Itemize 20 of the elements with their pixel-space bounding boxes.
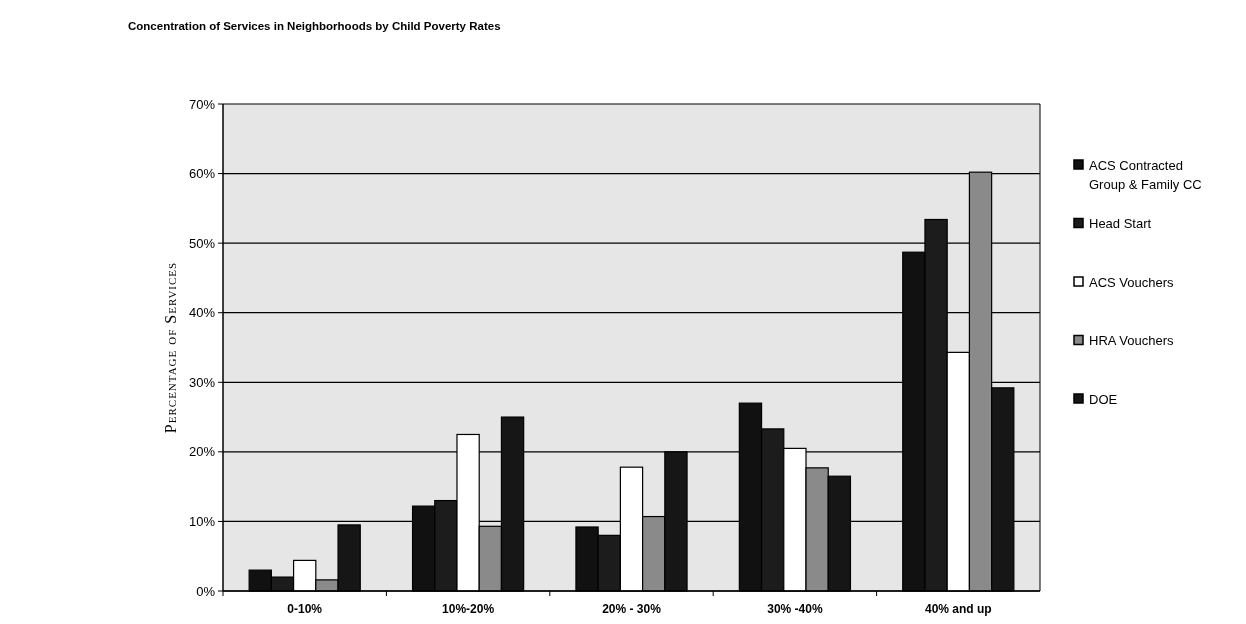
- x-tick-label: 30% -40%: [767, 602, 823, 616]
- y-tick-label: 0%: [196, 583, 216, 599]
- y-tick-label: 70%: [188, 96, 216, 112]
- y-tick-label: 10%: [188, 513, 216, 529]
- legend-label: DOE: [1089, 391, 1118, 407]
- legend-label: ACS Contracted Group & Family CC: [1089, 157, 1202, 192]
- y-tick-label: 40%: [188, 305, 216, 321]
- x-tick-label: 40% and up: [924, 602, 992, 616]
- x-tick-label: 0-10%: [287, 602, 323, 616]
- y-tick-label: 20%: [188, 444, 216, 460]
- legend-label: Head Start: [1089, 216, 1152, 232]
- legend-label: HRA Vouchers: [1089, 333, 1175, 349]
- chart-title: Concentration of Services in Neighborhoods by Child Poverty Rates: [128, 20, 501, 32]
- x-tick-label: 20% - 30%: [602, 602, 662, 616]
- y-tick-label: 30%: [188, 374, 216, 390]
- y-tick-label: 50%: [188, 235, 216, 251]
- x-tick-label: 10%-20%: [442, 602, 495, 616]
- legend-label: ACS Vouchers: [1089, 274, 1175, 290]
- y-axis-title: Percentage of Services: [162, 261, 179, 434]
- y-tick-label: 60%: [188, 166, 216, 182]
